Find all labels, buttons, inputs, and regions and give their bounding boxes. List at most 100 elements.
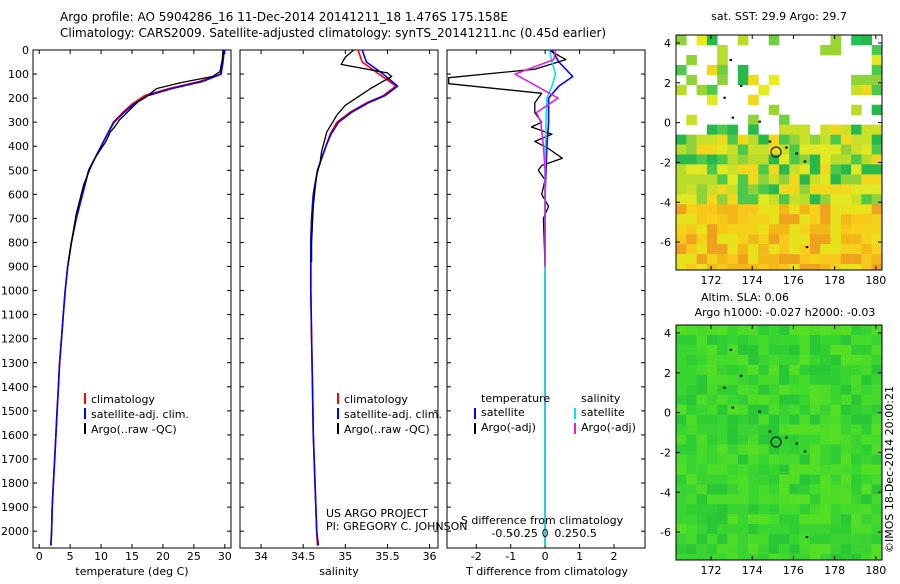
- heatmap-cell: [748, 154, 759, 165]
- heatmap-cell: [768, 434, 780, 445]
- heatmap-cell: [748, 234, 759, 245]
- heatmap-cell: [830, 434, 842, 445]
- heatmap-cell: [748, 184, 759, 195]
- heatmap-cell: [820, 414, 831, 425]
- heatmap-cell: [779, 454, 790, 465]
- heatmap-cell: [830, 424, 842, 435]
- heatmap-cell: [809, 144, 821, 155]
- heatmap-cell: [758, 84, 769, 96]
- heatmap-cell: [696, 404, 708, 415]
- heatmap-cell: [686, 454, 697, 465]
- figure-title-line1: Argo profile: AO 5904286_16 11-Dec-2014 …: [60, 10, 508, 24]
- heatmap-cell: [768, 524, 780, 535]
- heatmap-cell: [820, 204, 831, 215]
- heatmap-cell: [851, 554, 862, 560]
- heatmap-cell: [799, 414, 811, 425]
- heatmap-cell: [686, 544, 697, 555]
- heatmap-cell: [737, 424, 749, 435]
- heatmap-cell: [737, 335, 749, 346]
- legend-label: climatology: [91, 393, 155, 406]
- heatmap-cell: [748, 335, 759, 346]
- heatmap-cell: [861, 144, 872, 155]
- heatmap-cell: [737, 534, 749, 545]
- heatmap-cell: [706, 124, 718, 135]
- heatmap-cell: [686, 494, 697, 505]
- heatmap-cell: [840, 144, 852, 155]
- heatmap-cell: [861, 325, 872, 336]
- heatmap-cell: [789, 484, 800, 495]
- heatmap-cell: [851, 494, 862, 505]
- island-mark: [739, 374, 743, 377]
- heatmap-cell: [686, 224, 697, 235]
- heatmap-cell: [758, 534, 769, 545]
- heatmap-cell: [799, 194, 811, 205]
- heatmap-cell: [748, 534, 759, 545]
- heatmap-cell: [779, 504, 790, 515]
- heatmap-cell: [696, 454, 708, 465]
- heatmap-cell: [748, 444, 759, 455]
- heatmap-cell: [686, 114, 697, 125]
- heatmap-cell: [717, 325, 728, 336]
- heatmap-cell: [840, 164, 852, 175]
- heatmap-cell: [840, 254, 852, 265]
- heatmap-cell: [748, 114, 759, 125]
- heatmap-cell: [789, 364, 800, 376]
- heatmap-cell: [727, 214, 739, 225]
- heatmap-cell: [676, 454, 687, 465]
- heatmap-cell: [789, 504, 800, 515]
- heatmap-cell: [830, 364, 842, 376]
- x-tick-label: 176: [783, 564, 804, 577]
- float-position-marker: [770, 146, 782, 158]
- heatmap-cell: [779, 444, 790, 455]
- heatmap-cell: [686, 394, 697, 405]
- heatmap-cell: [779, 364, 790, 376]
- heatmap-cell: [820, 464, 831, 475]
- heatmap-cell: [768, 384, 780, 395]
- heatmap-cell: [840, 134, 852, 145]
- heatmap-cell: [768, 204, 780, 215]
- heatmap-cell: [706, 35, 718, 46]
- heatmap-cell: [820, 514, 831, 525]
- y-tick-label: 600: [8, 188, 29, 201]
- heatmap-cell: [696, 364, 708, 376]
- heatmap-cell: [861, 164, 872, 175]
- y-tick-label: 1700: [1, 453, 29, 466]
- heatmap-cell: [696, 84, 708, 96]
- heatmap-cell: [717, 194, 728, 205]
- heatmap-cell: [758, 504, 769, 515]
- heatmap-cell: [727, 254, 739, 265]
- heatmap-cell: [686, 264, 697, 270]
- heatmap-cell: [820, 444, 831, 455]
- heatmap-cell: [686, 164, 697, 175]
- heatmap-cell: [861, 504, 872, 515]
- heatmap-cell: [748, 364, 759, 376]
- heatmap-cell: [727, 474, 739, 485]
- heatmap-cell: [789, 434, 800, 445]
- heatmap-cell: [871, 74, 882, 86]
- heatmap-cell: [768, 174, 780, 185]
- difference-legend: temperature satellite Argo(-adj) salinit…: [474, 392, 636, 434]
- heatmap-cell: [676, 374, 687, 386]
- x-tick-label: 20: [156, 550, 170, 563]
- heatmap-cell: [809, 474, 821, 485]
- heatmap-cell: [768, 244, 780, 255]
- heatmap-cell: [809, 224, 821, 235]
- heatmap-cell: [871, 554, 882, 560]
- y-tick-label: 4: [664, 327, 671, 340]
- heatmap-cell: [696, 494, 708, 505]
- heatmap-cell: [779, 514, 790, 525]
- heatmap-cell: [758, 404, 769, 415]
- heatmap-cell: [737, 384, 749, 395]
- heatmap-cell: [676, 474, 687, 485]
- heatmap-cell: [789, 454, 800, 465]
- x-tick-label: 1: [576, 550, 583, 563]
- y-tick-label: 4: [664, 37, 671, 50]
- heatmap-cell: [779, 244, 790, 255]
- heatmap-cell: [727, 224, 739, 235]
- heatmap-cell: [830, 254, 842, 265]
- x2-tick-label: 0.25: [554, 527, 579, 540]
- heatmap-cell: [686, 404, 697, 415]
- heatmap-cell: [727, 384, 739, 395]
- heatmap-cell: [768, 104, 780, 115]
- heatmap-cell: [676, 514, 687, 525]
